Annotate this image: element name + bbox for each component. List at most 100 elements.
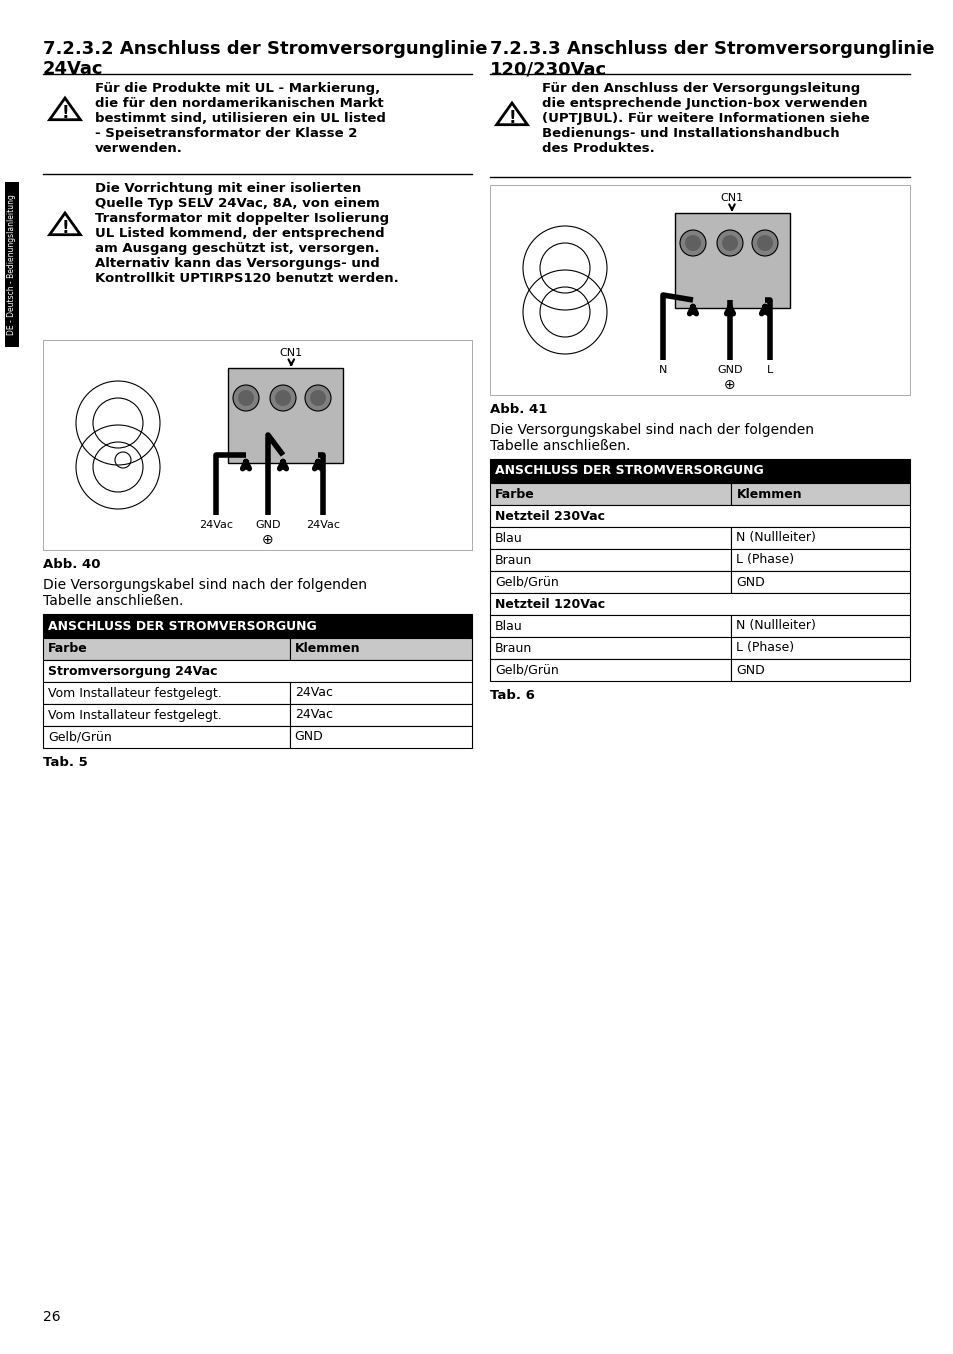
Text: Stromversorgung 24Vac: Stromversorgung 24Vac — [48, 665, 217, 677]
FancyBboxPatch shape — [731, 483, 909, 505]
FancyBboxPatch shape — [490, 185, 909, 395]
Text: N (Nullleiter): N (Nullleiter) — [736, 620, 816, 632]
Text: Tabelle anschließen.: Tabelle anschließen. — [43, 594, 183, 608]
Text: L: L — [766, 366, 772, 375]
Text: 120/230Vac: 120/230Vac — [490, 60, 606, 79]
Text: Blau: Blau — [495, 532, 522, 544]
Text: ⊕: ⊕ — [262, 533, 274, 547]
Text: 24Vac: 24Vac — [199, 520, 233, 529]
Text: L (Phase): L (Phase) — [736, 642, 794, 654]
Circle shape — [270, 385, 295, 412]
Text: N: N — [659, 366, 666, 375]
FancyBboxPatch shape — [43, 638, 290, 659]
Text: Für den Anschluss der Versorgungsleitung
die entsprechende Junction-box verwende: Für den Anschluss der Versorgungsleitung… — [541, 83, 869, 154]
FancyBboxPatch shape — [675, 213, 789, 307]
Text: Tab. 6: Tab. 6 — [490, 689, 535, 701]
FancyBboxPatch shape — [490, 548, 731, 571]
FancyBboxPatch shape — [43, 613, 472, 638]
Text: !: ! — [61, 219, 69, 237]
FancyBboxPatch shape — [290, 638, 472, 659]
Text: GND: GND — [736, 663, 764, 677]
FancyBboxPatch shape — [731, 527, 909, 548]
FancyBboxPatch shape — [290, 704, 472, 726]
FancyBboxPatch shape — [731, 571, 909, 593]
Text: Farbe: Farbe — [495, 487, 535, 501]
FancyBboxPatch shape — [490, 483, 731, 505]
Circle shape — [305, 385, 331, 412]
Circle shape — [757, 236, 772, 250]
Circle shape — [721, 236, 738, 250]
Text: Die Vorrichtung mit einer isolierten
Quelle Typ SELV 24Vac, 8A, von einem
Transf: Die Vorrichtung mit einer isolierten Que… — [95, 181, 398, 284]
Circle shape — [751, 230, 778, 256]
FancyBboxPatch shape — [43, 726, 290, 747]
Text: 24Vac: 24Vac — [306, 520, 339, 529]
Text: DE - Deutsch - Bedienungslanleitung: DE - Deutsch - Bedienungslanleitung — [8, 194, 16, 334]
FancyBboxPatch shape — [490, 459, 909, 483]
Circle shape — [274, 390, 291, 406]
Text: Abb. 41: Abb. 41 — [490, 403, 547, 416]
Text: Farbe: Farbe — [48, 643, 88, 655]
Text: Braun: Braun — [495, 642, 532, 654]
FancyBboxPatch shape — [731, 548, 909, 571]
Circle shape — [717, 230, 742, 256]
Circle shape — [233, 385, 258, 412]
Text: N (Nullleiter): N (Nullleiter) — [736, 532, 816, 544]
Text: L (Phase): L (Phase) — [736, 554, 794, 566]
Circle shape — [310, 390, 326, 406]
Text: Gelb/Grün: Gelb/Grün — [48, 731, 112, 743]
Text: Klemmen: Klemmen — [294, 643, 360, 655]
Text: CN1: CN1 — [720, 194, 742, 203]
Text: GND: GND — [294, 731, 323, 743]
FancyBboxPatch shape — [490, 505, 909, 527]
Text: 24Vac: 24Vac — [294, 686, 333, 700]
Text: 24Vac: 24Vac — [43, 60, 103, 79]
Text: GND: GND — [736, 575, 764, 589]
Text: Die Versorgungskabel sind nach der folgenden: Die Versorgungskabel sind nach der folge… — [43, 578, 367, 592]
FancyBboxPatch shape — [490, 659, 731, 681]
FancyBboxPatch shape — [731, 615, 909, 636]
Circle shape — [237, 390, 253, 406]
Text: !: ! — [508, 110, 516, 127]
Text: Die Versorgungskabel sind nach der folgenden: Die Versorgungskabel sind nach der folge… — [490, 422, 813, 437]
Text: ⊕: ⊕ — [723, 378, 735, 393]
FancyBboxPatch shape — [490, 527, 731, 548]
FancyBboxPatch shape — [490, 593, 909, 615]
FancyBboxPatch shape — [290, 682, 472, 704]
FancyBboxPatch shape — [5, 181, 19, 347]
FancyBboxPatch shape — [490, 636, 731, 659]
FancyBboxPatch shape — [290, 726, 472, 747]
FancyBboxPatch shape — [731, 636, 909, 659]
FancyBboxPatch shape — [43, 340, 472, 550]
Text: GND: GND — [717, 366, 742, 375]
Text: Für die Produkte mit UL - Markierung,
die für den nordamerikanischen Markt
besti: Für die Produkte mit UL - Markierung, di… — [95, 83, 385, 154]
Text: ANSCHLUSS DER STROMVERSORGUNG: ANSCHLUSS DER STROMVERSORGUNG — [48, 620, 316, 632]
Text: Vom Installateur festgelegt.: Vom Installateur festgelegt. — [48, 686, 221, 700]
Text: 7.2.3.2 Anschluss der Stromversorgunglinie: 7.2.3.2 Anschluss der Stromversorgunglin… — [43, 41, 487, 58]
Text: Braun: Braun — [495, 554, 532, 566]
FancyBboxPatch shape — [43, 704, 290, 726]
FancyBboxPatch shape — [490, 615, 731, 636]
Text: Vom Installateur festgelegt.: Vom Installateur festgelegt. — [48, 708, 221, 722]
Circle shape — [679, 230, 705, 256]
FancyBboxPatch shape — [43, 659, 472, 682]
Text: CN1: CN1 — [279, 348, 302, 357]
Text: ANSCHLUSS DER STROMVERSORGUNG: ANSCHLUSS DER STROMVERSORGUNG — [495, 464, 763, 478]
FancyBboxPatch shape — [731, 659, 909, 681]
Text: Abb. 40: Abb. 40 — [43, 558, 100, 571]
Text: Tab. 5: Tab. 5 — [43, 756, 88, 769]
Text: Netzteil 230Vac: Netzteil 230Vac — [495, 509, 604, 523]
Text: Tabelle anschließen.: Tabelle anschließen. — [490, 439, 630, 454]
Text: Gelb/Grün: Gelb/Grün — [495, 575, 558, 589]
Text: Netzteil 120Vac: Netzteil 120Vac — [495, 597, 604, 611]
Text: 26: 26 — [43, 1311, 61, 1324]
Text: Blau: Blau — [495, 620, 522, 632]
FancyBboxPatch shape — [490, 571, 731, 593]
Text: Klemmen: Klemmen — [736, 487, 801, 501]
Text: Gelb/Grün: Gelb/Grün — [495, 663, 558, 677]
Text: 24Vac: 24Vac — [294, 708, 333, 722]
Text: GND: GND — [255, 520, 280, 529]
Text: 7.2.3.3 Anschluss der Stromversorgunglinie: 7.2.3.3 Anschluss der Stromversorgunglin… — [490, 41, 934, 58]
FancyBboxPatch shape — [228, 368, 343, 463]
Text: !: ! — [61, 104, 69, 122]
Circle shape — [684, 236, 700, 250]
